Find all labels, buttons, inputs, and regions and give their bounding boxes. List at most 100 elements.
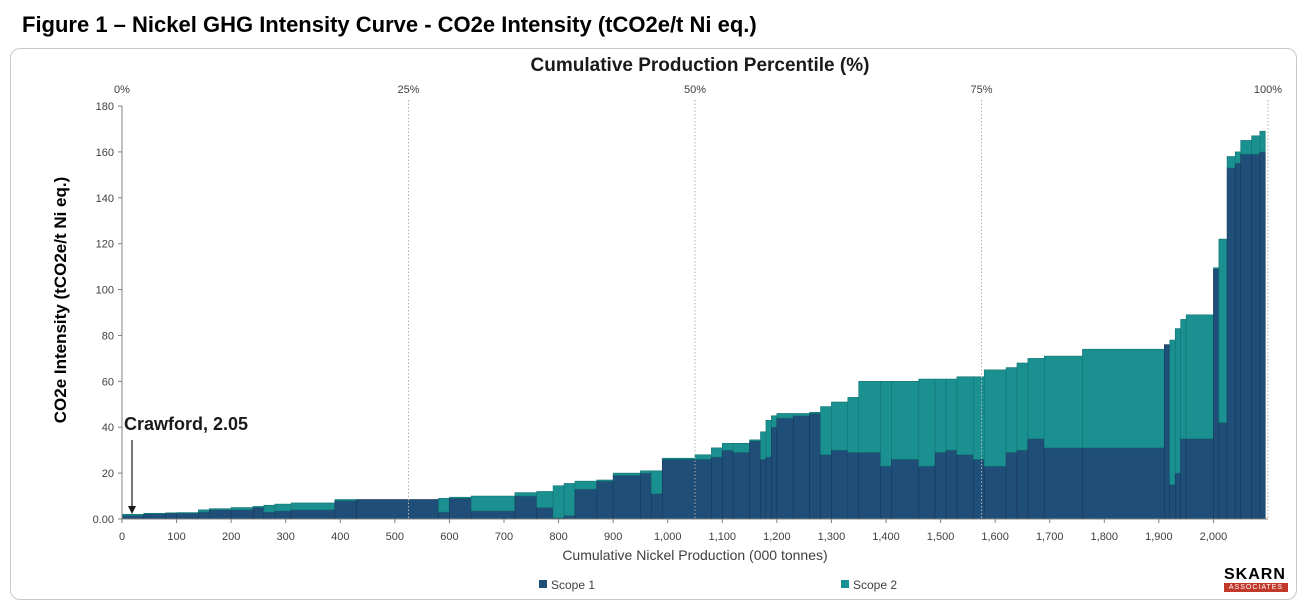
bar-scope2-5 xyxy=(209,508,232,511)
y-tick-label-2: 40 xyxy=(102,422,114,434)
bar-scope2-10 xyxy=(290,502,336,511)
bar-scope1-51 xyxy=(1027,438,1045,520)
bar-scope1-53 xyxy=(1082,447,1165,520)
bar-scope1-65 xyxy=(1259,151,1266,520)
bar-scope2-26 xyxy=(694,454,712,460)
bar-scope2-25 xyxy=(661,457,696,460)
bar-scope2-19 xyxy=(563,483,576,516)
bar-scope1-24 xyxy=(651,493,663,520)
bar-scope2-58 xyxy=(1185,314,1214,439)
top-axis-title: Cumulative Production Percentile (%) xyxy=(531,55,870,76)
bar-scope1-5 xyxy=(209,509,232,520)
bar-scope2-63 xyxy=(1240,140,1252,155)
bar-scope1-11 xyxy=(334,500,357,520)
x-tick-label-6: 600 xyxy=(440,531,458,543)
figure-title: Figure 1 – Nickel GHG Intensity Curve - … xyxy=(22,12,757,37)
y-tick-label-3: 60 xyxy=(102,376,114,388)
bar-scope2-27 xyxy=(711,447,723,458)
bar-scope1-0 xyxy=(121,515,145,520)
bar-scope2-52 xyxy=(1043,355,1083,449)
bar-scope2-37 xyxy=(820,406,832,456)
bar-scope2-6 xyxy=(230,507,254,511)
bar-scope2-43 xyxy=(918,378,936,467)
legend: Scope 1 Scope 2 xyxy=(539,578,897,592)
x-tick-label-2: 200 xyxy=(222,531,240,543)
top-tick-label-4: 100% xyxy=(1254,84,1282,96)
bar-scope1-59 xyxy=(1213,268,1220,520)
annotation-arrow xyxy=(128,440,136,514)
x-tick-label-0: 0 xyxy=(119,531,125,543)
top-tick-label-2: 50% xyxy=(684,84,706,96)
x-tick-label-14: 1,400 xyxy=(872,531,900,543)
x-tick-label-9: 900 xyxy=(604,531,622,543)
x-tick-label-4: 400 xyxy=(331,531,349,543)
bar-scope1-2 xyxy=(165,512,177,520)
bar-scope1-29 xyxy=(732,452,750,520)
bar-scope1-55 xyxy=(1169,484,1176,520)
bar-scope2-17 xyxy=(536,491,554,508)
bar-scope1-27 xyxy=(711,456,723,520)
axes-layer: 0% 25% 50% 75% 100% 0.00 20 40 60 80 100 120 140 160 1… xyxy=(93,84,1283,543)
x-tick-label-18: 1,800 xyxy=(1091,531,1119,543)
bar-scope2-16 xyxy=(514,492,538,497)
bar-scope1-64 xyxy=(1251,153,1261,520)
bar-scope2-50 xyxy=(1016,362,1029,451)
bar-scope1-8 xyxy=(263,511,276,520)
bar-scope2-9 xyxy=(274,503,292,512)
bar-scope1-41 xyxy=(880,465,892,520)
bar-scope1-43 xyxy=(918,465,936,520)
bar-scope2-35 xyxy=(792,413,810,417)
y-axis-title: CO2e Intensity (tCO2e/t Ni eq.) xyxy=(51,177,70,424)
x-tick-label-19: 1,900 xyxy=(1145,531,1173,543)
legend-label-scope1: Scope 1 xyxy=(551,578,595,592)
y-tick-label-9: 180 xyxy=(96,101,114,113)
x-tick-label-11: 1,100 xyxy=(709,531,737,543)
bar-scope2-47 xyxy=(973,376,985,460)
bar-scope1-60 xyxy=(1218,422,1228,520)
y-tick-label-1: 20 xyxy=(102,468,114,480)
x-tick-label-5: 500 xyxy=(386,531,404,543)
bar-scope1-36 xyxy=(809,413,821,520)
bar-scope1-52 xyxy=(1043,447,1083,520)
bars-layer xyxy=(121,130,1266,520)
crawford-annotation: Crawford, 2.05 xyxy=(124,414,248,434)
bar-scope1-49 xyxy=(1005,452,1018,520)
bar-scope1-35 xyxy=(792,415,810,520)
bar-scope1-42 xyxy=(891,459,920,520)
bar-scope2-31 xyxy=(760,431,767,460)
bar-scope2-41 xyxy=(880,381,892,467)
x-tick-label-10: 1,000 xyxy=(654,531,682,543)
bar-scope2-36 xyxy=(809,412,821,414)
bar-scope2-7 xyxy=(252,506,265,508)
bar-scope1-15 xyxy=(470,510,516,520)
bar-scope2-51 xyxy=(1027,358,1045,439)
x-tick-label-3: 300 xyxy=(277,531,295,543)
bar-scope2-38 xyxy=(831,401,849,451)
y-tick-label-6: 120 xyxy=(96,239,114,251)
bar-scope1-50 xyxy=(1016,449,1029,520)
bar-scope1-57 xyxy=(1180,438,1187,520)
bar-scope1-3 xyxy=(176,512,199,520)
bar-scope1-26 xyxy=(694,459,712,520)
x-tick-label-8: 800 xyxy=(549,531,567,543)
bar-scope1-40 xyxy=(858,452,881,520)
bar-scope2-30 xyxy=(749,439,761,442)
legend-swatch-scope2 xyxy=(841,580,849,588)
legend-swatch-scope1 xyxy=(539,580,547,588)
bar-scope2-56 xyxy=(1174,328,1181,474)
bar-scope1-9 xyxy=(274,510,292,520)
bar-scope1-20 xyxy=(574,488,598,520)
legend-label-scope2: Scope 2 xyxy=(853,578,897,592)
bar-scope1-10 xyxy=(290,509,336,520)
x-tick-label-12: 1,200 xyxy=(763,531,791,543)
bar-scope2-65 xyxy=(1259,130,1266,153)
bar-scope1-56 xyxy=(1174,472,1181,520)
bar-scope1-22 xyxy=(612,475,641,520)
x-axis-title: Cumulative Nickel Production (000 tonnes… xyxy=(562,547,827,563)
bar-scope1-61 xyxy=(1226,167,1236,520)
bar-scope2-13 xyxy=(438,498,450,513)
bar-scope1-7 xyxy=(252,507,265,520)
bar-scope2-28 xyxy=(721,442,734,451)
bar-scope2-18 xyxy=(552,485,565,519)
